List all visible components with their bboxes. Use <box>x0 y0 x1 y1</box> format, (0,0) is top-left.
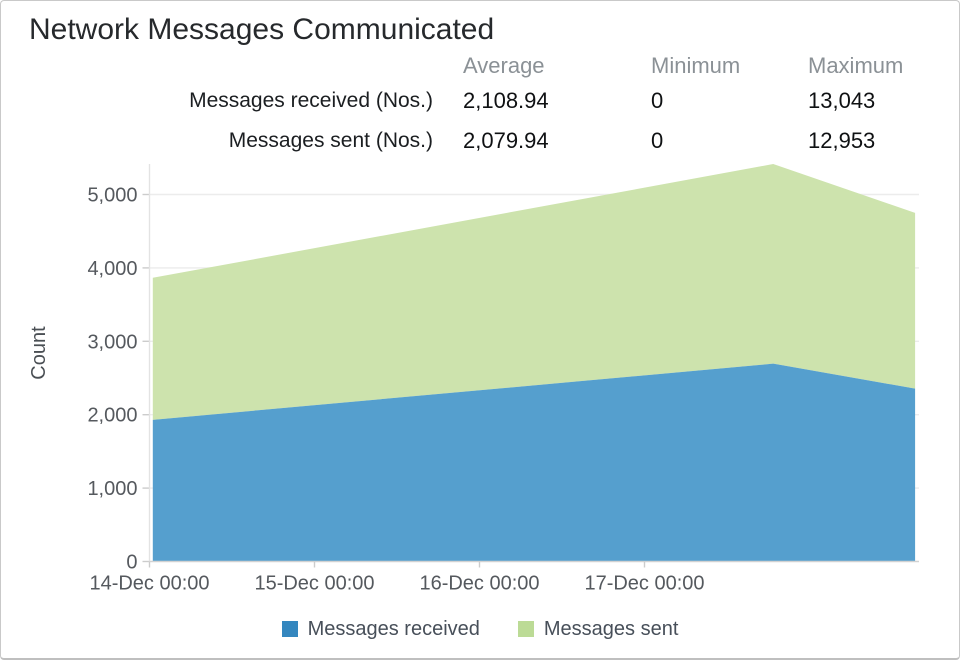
x-tick-label: 14-Dec 00:00 <box>89 573 209 595</box>
stats-row-label-sent: Messages sent (Nos.) <box>228 129 433 152</box>
stacked-area-chart[interactable]: 14-Dec 00:00 15-Dec 00:00 16-Dec 00:00 17-D… <box>1 151 959 609</box>
stats-sent-maximum: 12,953 <box>808 128 876 153</box>
stats-sent-minimum: 0 <box>651 128 664 153</box>
legend-label: Messages sent <box>543 617 679 640</box>
x-tick-label: 16-Dec 00:00 <box>419 573 539 595</box>
stats-table: Average Minimum Maximum Messages receive… <box>1 51 959 161</box>
stats-col-maximum: Maximum <box>808 53 904 78</box>
x-tick-label: 17-Dec 00:00 <box>584 573 704 595</box>
y-tick-label: 3,000 <box>87 331 137 353</box>
y-tick-label: 5,000 <box>87 185 137 207</box>
legend-label: Messages received <box>307 617 480 640</box>
chart-title: Network Messages Communicated <box>29 13 495 46</box>
stats-received-average: 2,108.94 <box>463 88 549 113</box>
y-axis-title: Count <box>28 326 50 380</box>
stats-row-label-received: Messages received (Nos.) <box>189 89 433 112</box>
area-messages-received[interactable] <box>152 363 916 562</box>
legend-swatch-icon <box>281 621 298 637</box>
stats-col-minimum: Minimum <box>651 53 741 78</box>
x-tick-label: 15-Dec 00:00 <box>254 573 374 595</box>
legend-swatch-icon <box>517 621 534 637</box>
legend-item-messages-sent[interactable]: Messages sent <box>517 617 679 641</box>
stats-col-average: Average <box>463 53 545 78</box>
y-tick-label: 1,000 <box>87 478 137 500</box>
area-messages-sent[interactable] <box>152 164 916 420</box>
legend-item-messages-received[interactable]: Messages received <box>281 617 480 641</box>
chart-legend: Messages received Messages sent <box>1 613 959 645</box>
stats-sent-average: 2,079.94 <box>463 128 549 153</box>
stats-corner-cell <box>1 51 463 81</box>
stats-received-maximum: 13,043 <box>808 88 876 113</box>
y-tick-label: 4,000 <box>87 258 137 280</box>
y-tick-label: 0 <box>126 552 137 574</box>
stats-received-minimum: 0 <box>651 88 664 113</box>
y-tick-label: 2,000 <box>87 405 137 427</box>
